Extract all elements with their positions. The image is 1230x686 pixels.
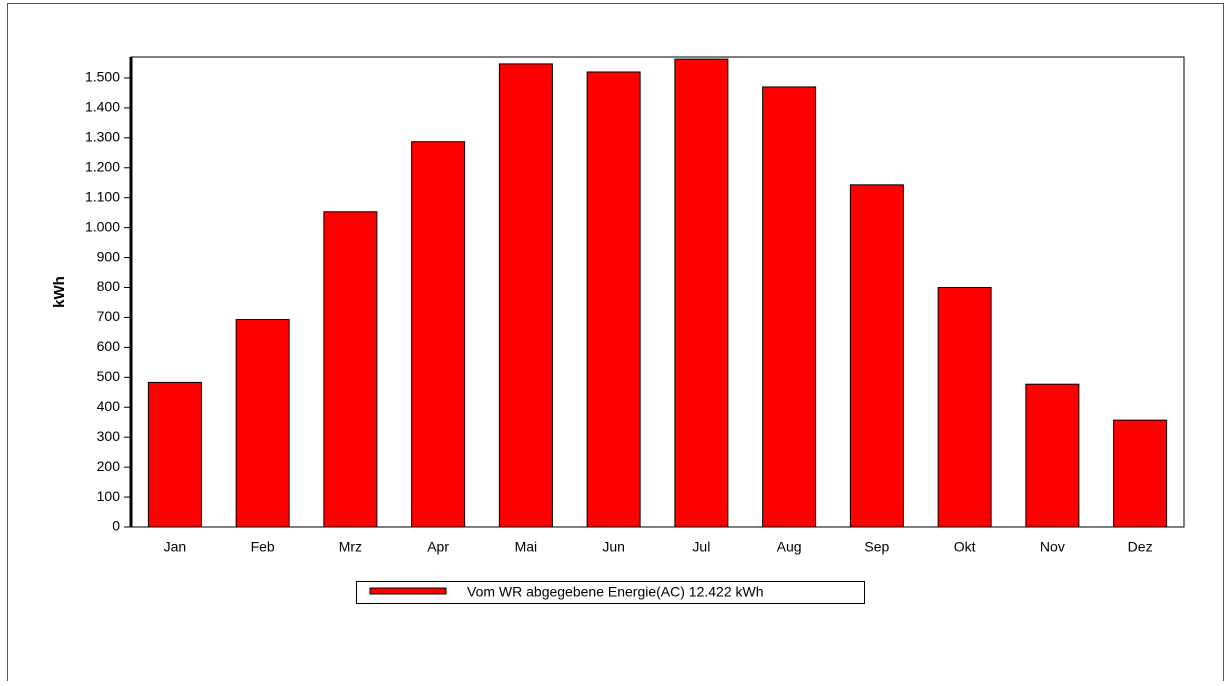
- plot-area: [130, 56, 1185, 528]
- y-tick-label: 800: [97, 278, 121, 294]
- y-tick-label: 1.300: [85, 129, 120, 145]
- x-tick-label: Jun: [602, 539, 625, 555]
- legend-label: Vom WR abgegebene Energie(AC) 12.422 kWh: [467, 584, 764, 600]
- bar: [235, 319, 290, 528]
- bar: [498, 63, 553, 528]
- bar: [674, 58, 729, 528]
- bar: [323, 211, 378, 528]
- bar: [1025, 383, 1080, 528]
- bar: [1113, 419, 1168, 528]
- x-tick-label: Sep: [864, 539, 889, 555]
- y-tick-label: 500: [97, 368, 121, 384]
- y-tick-label: 100: [97, 488, 121, 504]
- y-tick-label: 700: [97, 308, 121, 324]
- x-tick-label: Feb: [251, 539, 275, 555]
- x-tick-label: Mrz: [339, 539, 362, 555]
- x-tick-label: Aug: [777, 539, 802, 555]
- y-tick-label: 1.400: [85, 99, 120, 115]
- x-tick-label: Jan: [164, 539, 187, 555]
- legend-swatch: [369, 587, 447, 595]
- y-tick-label: 0: [112, 518, 120, 534]
- x-tick-label: Dez: [1128, 539, 1153, 555]
- y-tick-label: 1.200: [85, 158, 120, 174]
- bar: [762, 86, 817, 528]
- x-tick-label: Apr: [427, 539, 449, 555]
- y-axis-label: kWh: [51, 276, 68, 308]
- x-tick-label: Mai: [515, 539, 538, 555]
- y-tick-label: 300: [97, 428, 121, 444]
- x-tick-label: Okt: [954, 539, 976, 555]
- y-tick-label: 600: [97, 338, 121, 354]
- legend: [356, 581, 865, 604]
- x-tick-label: Jul: [692, 539, 710, 555]
- y-tick-label: 1.500: [85, 69, 120, 85]
- y-tick-label: 1.100: [85, 188, 120, 204]
- x-tick-label: Nov: [1040, 539, 1065, 555]
- frame: [7, 3, 1224, 686]
- bar: [147, 381, 202, 528]
- bar: [849, 184, 904, 528]
- y-tick-label: 200: [97, 458, 121, 474]
- bar: [937, 287, 992, 528]
- bar: [411, 141, 466, 528]
- y-tick-label: 900: [97, 248, 121, 264]
- bar: [586, 71, 641, 528]
- y-tick-label: 400: [97, 398, 121, 414]
- y-tick-label: 1.000: [85, 218, 120, 234]
